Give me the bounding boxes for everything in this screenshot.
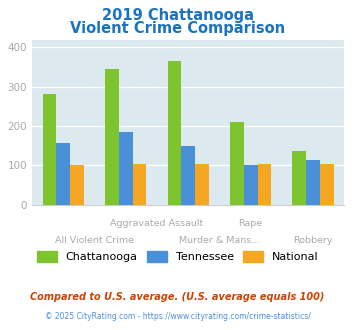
Text: Compared to U.S. average. (U.S. average equals 100): Compared to U.S. average. (U.S. average … [30,292,325,302]
Text: Aggravated Assault: Aggravated Assault [110,219,203,228]
Bar [306,160,320,205]
Bar [105,69,119,205]
Text: Violent Crime Comparison: Violent Crime Comparison [70,21,285,36]
Bar [132,164,146,205]
Text: 2019 Chattanooga: 2019 Chattanooga [102,8,253,23]
Legend: Chattanooga, Tennessee, National: Chattanooga, Tennessee, National [32,247,323,267]
Bar [257,164,271,205]
Bar [70,165,84,205]
Bar [168,61,181,205]
Text: Murder & Mans...: Murder & Mans... [179,236,260,245]
Bar [181,146,195,205]
Bar [244,165,257,205]
Bar [119,132,132,205]
Text: Rape: Rape [239,219,263,228]
Text: Robbery: Robbery [293,236,333,245]
Bar [320,164,334,205]
Bar [56,143,70,205]
Bar [293,151,306,205]
Bar [230,122,244,205]
Bar [195,164,209,205]
Text: © 2025 CityRating.com - https://www.cityrating.com/crime-statistics/: © 2025 CityRating.com - https://www.city… [45,312,310,321]
Text: All Violent Crime: All Violent Crime [55,236,134,245]
Bar [43,94,56,205]
